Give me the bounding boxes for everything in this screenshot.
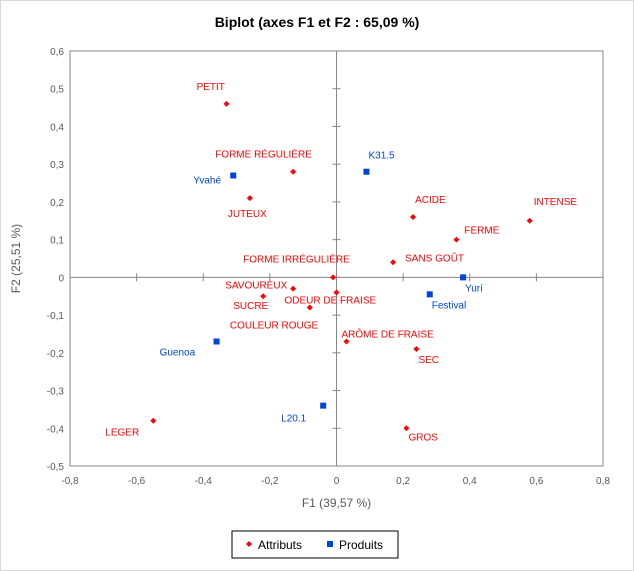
attribute-label: ODEUR DE FRAISE: [285, 295, 377, 306]
attribute-point: [290, 285, 297, 292]
product-point: [230, 172, 237, 179]
attribute-label: JUTEUX: [228, 209, 267, 220]
attribute-point: [390, 259, 397, 266]
y-tick-label: -0,5: [47, 462, 65, 473]
attribute-label: FORME IRRÉGULIÈRE: [243, 252, 350, 265]
attribute-label: FORME RÉGULIÈRE: [215, 148, 312, 161]
attribute-point: [403, 425, 410, 432]
x-tick-label: 0,8: [596, 476, 610, 487]
y-axis-label: F2 (25,51 %): [9, 224, 23, 293]
y-tick-label: -0,2: [47, 349, 65, 360]
y-tick-label: 0,2: [50, 198, 64, 209]
attribute-point: [246, 195, 253, 202]
legend-attributs-label: Attributs: [258, 538, 302, 552]
attribute-label: GROS: [408, 432, 438, 443]
product-point: [213, 338, 220, 345]
product-point: [426, 291, 433, 298]
y-tick-label: 0,6: [50, 47, 64, 58]
attribute-point: [150, 417, 157, 424]
x-tick-label: 0,4: [463, 476, 477, 487]
y-tick-label: 0,5: [50, 85, 64, 96]
legend-produits-label: Produits: [339, 538, 383, 552]
attribute-point: [290, 168, 297, 175]
legend-produits-marker: [327, 541, 333, 547]
attribute-label: INTENSE: [534, 197, 578, 208]
attribute-label: SUCRE: [233, 301, 268, 312]
y-tick-label: 0: [58, 273, 64, 284]
attribute-label: SANS GOÛT: [405, 251, 464, 264]
attribute-point: [413, 346, 420, 353]
product-label: Yurí: [465, 283, 483, 294]
y-tick-label: 0,1: [50, 236, 64, 247]
x-tick-label: -0,4: [195, 476, 213, 487]
legend-box: [231, 530, 399, 559]
attribute-label: SEC: [418, 355, 439, 366]
product-label: K31.5: [368, 151, 395, 162]
x-tick-label: -0,6: [128, 476, 146, 487]
product-label: Yvahé: [193, 176, 221, 187]
attribute-label: LEGER: [105, 428, 139, 439]
x-axis-label: F1 (39,57 %): [302, 496, 371, 510]
y-tick-label: -0,4: [47, 424, 65, 435]
legend-attributs-marker: [246, 541, 252, 547]
attribute-point: [453, 236, 460, 243]
product-label: Festival: [432, 300, 466, 311]
product-point: [460, 274, 467, 281]
attribute-point: [306, 304, 313, 311]
attribute-point: [260, 293, 267, 300]
chart-title: Biplot (axes F1 et F2 : 65,09 %): [215, 14, 420, 30]
product-label: Guenoa: [160, 348, 196, 359]
attribute-label: ACIDE: [415, 195, 446, 206]
attribute-label: SAVOUREUX: [225, 281, 287, 292]
x-tick-label: 0,6: [529, 476, 543, 487]
y-tick-label: -0,3: [47, 387, 65, 398]
x-tick-label: -0,8: [61, 476, 79, 487]
attribute-point: [330, 274, 337, 281]
x-tick-label: 0,2: [396, 476, 410, 487]
y-tick-label: 0,3: [50, 160, 64, 171]
y-tick-label: -0,1: [47, 311, 65, 322]
attribute-label: ARÔME DE FRAISE: [341, 328, 434, 341]
attribute-point: [526, 217, 533, 224]
product-point: [363, 168, 370, 175]
x-tick-label: -0,2: [261, 476, 279, 487]
attribute-label: COULEUR ROUGE: [230, 321, 319, 332]
attribute-label: FERME: [464, 226, 499, 237]
attribute-label: PETIT: [197, 82, 225, 93]
product-label: L20.1: [281, 414, 306, 425]
attribute-point: [333, 289, 340, 296]
attribute-point: [223, 100, 230, 107]
y-tick-label: 0,4: [50, 122, 64, 133]
x-tick-label: 0: [334, 476, 340, 487]
attribute-point: [343, 338, 350, 345]
attribute-point: [410, 214, 417, 220]
product-point: [320, 402, 327, 409]
